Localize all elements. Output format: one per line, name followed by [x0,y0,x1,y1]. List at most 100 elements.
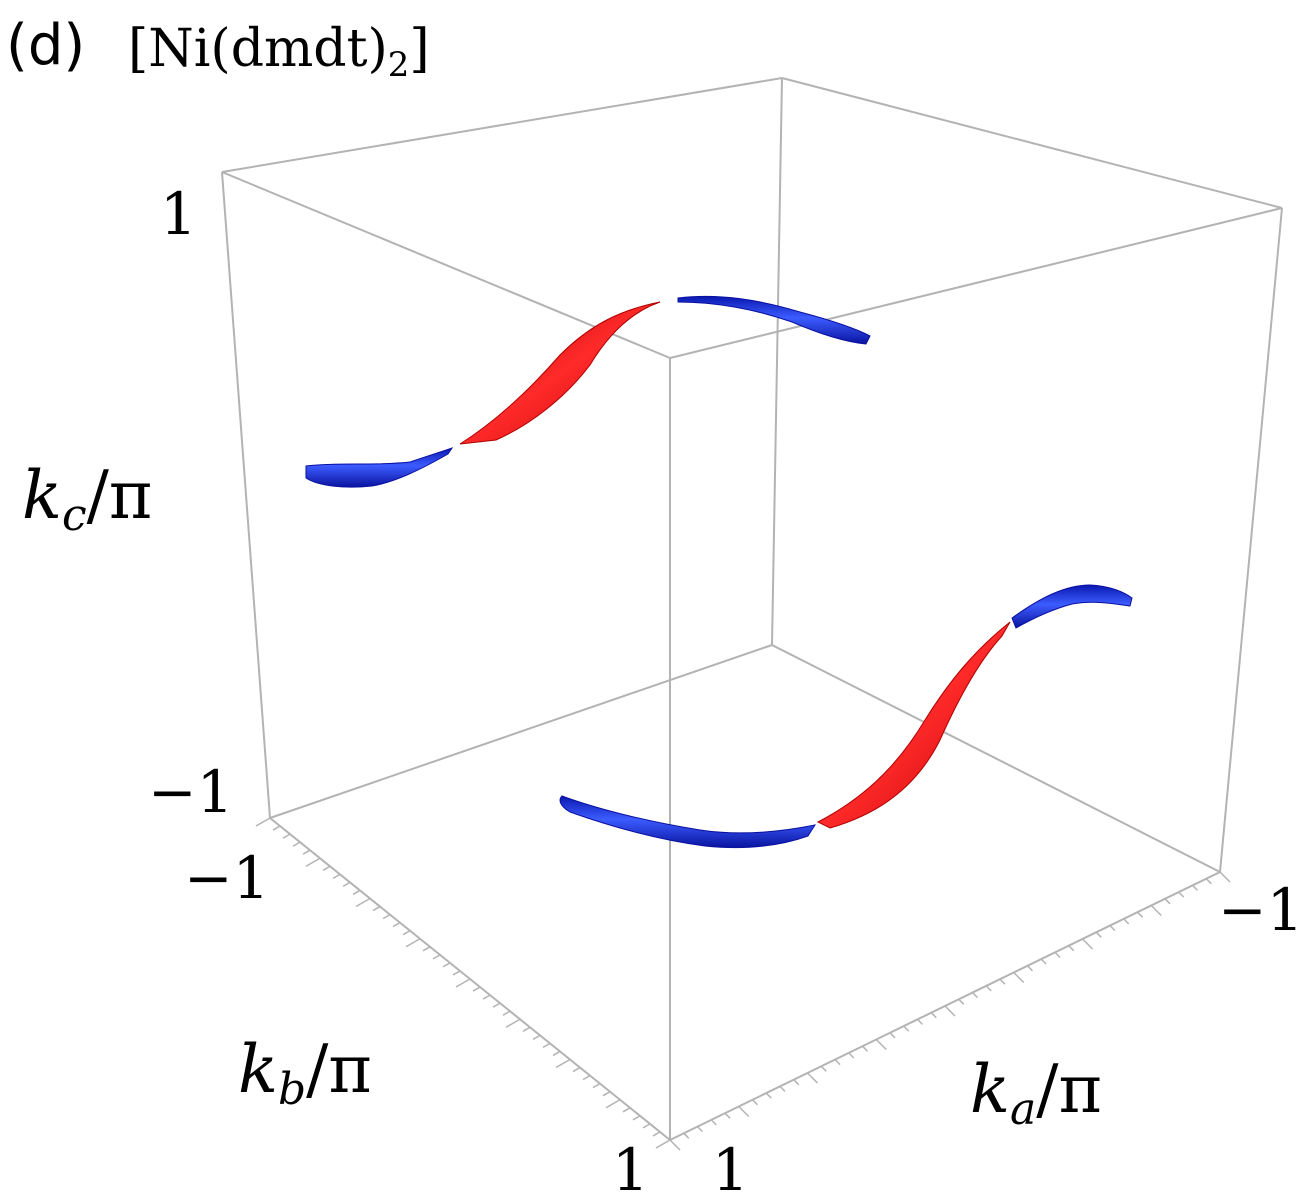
axis-tick [555,1058,571,1069]
compound-title-sub: 2 [388,45,410,85]
box-edge [221,77,783,173]
axis-tick [916,1018,924,1025]
axis-tick [522,1026,531,1032]
axis-tick [405,938,421,948]
series-upper-left-blue [305,447,454,488]
axis-tick [930,1012,937,1019]
axis-tick [655,1139,671,1149]
axis-tick [572,1066,581,1073]
axis-tick [342,881,351,888]
axis-tick [355,897,371,908]
axis-tick [903,1025,910,1032]
axis-tick [532,1034,541,1041]
kc-sub: c [62,490,87,541]
kc-axis-label: kc/π [22,457,152,541]
axis-tick [1219,871,1231,883]
axis-tick [999,978,1006,985]
box-edge [781,77,1283,209]
kb-sub: b [278,1064,306,1115]
axis-tick [632,1115,641,1121]
axis-tick [542,1042,551,1049]
kc-denom: /π [87,457,153,534]
axis-tick [1026,965,1034,972]
axis-tick [292,841,301,847]
axis-tick [552,1050,561,1057]
axis-tick [1136,911,1144,918]
axis-tick [765,1092,772,1099]
axis-tick [779,1085,786,1092]
series-upper-middle-red [459,301,661,445]
axis-tick [1164,898,1171,905]
axis-tick [642,1123,651,1129]
axis-tick [1013,971,1025,984]
series-lower-right-blue [1011,584,1133,629]
axis-tick [592,1082,601,1089]
axis-tick [944,1005,956,1017]
axis-tick [958,998,965,1005]
axis-tick [392,921,401,928]
axis-tick [1054,951,1061,958]
axis-tick [322,865,331,871]
axis-tick [1191,884,1199,891]
lower-surface [559,584,1133,849]
axis-tick [272,825,281,831]
axis-tick [861,1045,869,1052]
axis-tick [502,1010,511,1016]
axis-tick [1109,925,1116,932]
axis-tick [1205,878,1212,885]
kc-tick-label: −1 [148,758,234,826]
axis-tick [985,985,992,992]
box-edge [771,644,1221,873]
axis-tick [492,1002,501,1008]
axis-tick [432,954,441,960]
box-edge [669,207,1283,359]
axis-tick [332,873,341,880]
ka-sub: a [1010,1084,1036,1135]
axis-tick [875,1038,887,1051]
axis-tick [683,1132,690,1139]
axis-tick [472,986,481,992]
kb-tick-label: 1 [612,1136,649,1196]
axis-tick [442,962,451,968]
kc-var: k [22,457,62,534]
axis-tick [1123,918,1130,925]
series-lower-left-blue [559,795,817,849]
axis-tick [302,849,311,855]
kb-axis-ticks [255,817,671,1149]
axis-tick [738,1105,750,1118]
axis-tick [622,1107,631,1113]
axis-tick [834,1059,841,1066]
axis-tick [382,913,391,920]
axis-tick [402,930,411,936]
axis-tick [793,1079,800,1086]
ka-tick-label: −1 [1218,876,1304,944]
axis-tick [582,1074,591,1081]
ka-axis-label: ka/π [970,1051,1102,1135]
box-edge [269,644,773,819]
axis-tick [422,946,431,952]
axis-tick [1150,904,1162,917]
box-edge [1219,207,1283,873]
axis-tick [352,889,361,896]
axis-tick [820,1065,827,1072]
panel-letter: (d) [6,13,85,78]
axis-tick [724,1112,731,1119]
compound-title-main: [Ni(dmdt) [128,19,388,79]
axis-tick [482,994,491,1000]
bounding-box [221,77,1283,1141]
kb-axis-label: kb/π [238,1031,372,1115]
axis-tick [282,833,291,839]
ka-tick-label: 1 [712,1136,749,1196]
axis-tick [889,1032,896,1039]
axis-tick [605,1099,621,1109]
ka-axis-ticks [669,871,1231,1151]
upper-surface [305,295,871,488]
compound-title: [Ni(dmdt)2] [128,19,430,85]
kc-tick-label: 1 [160,180,197,248]
series-lower-middle-red [816,621,1011,829]
compound-title-close: ] [409,19,429,79]
axis-tick [652,1131,661,1137]
kb-tick-label: −1 [184,844,270,912]
axis-tick [696,1126,704,1133]
